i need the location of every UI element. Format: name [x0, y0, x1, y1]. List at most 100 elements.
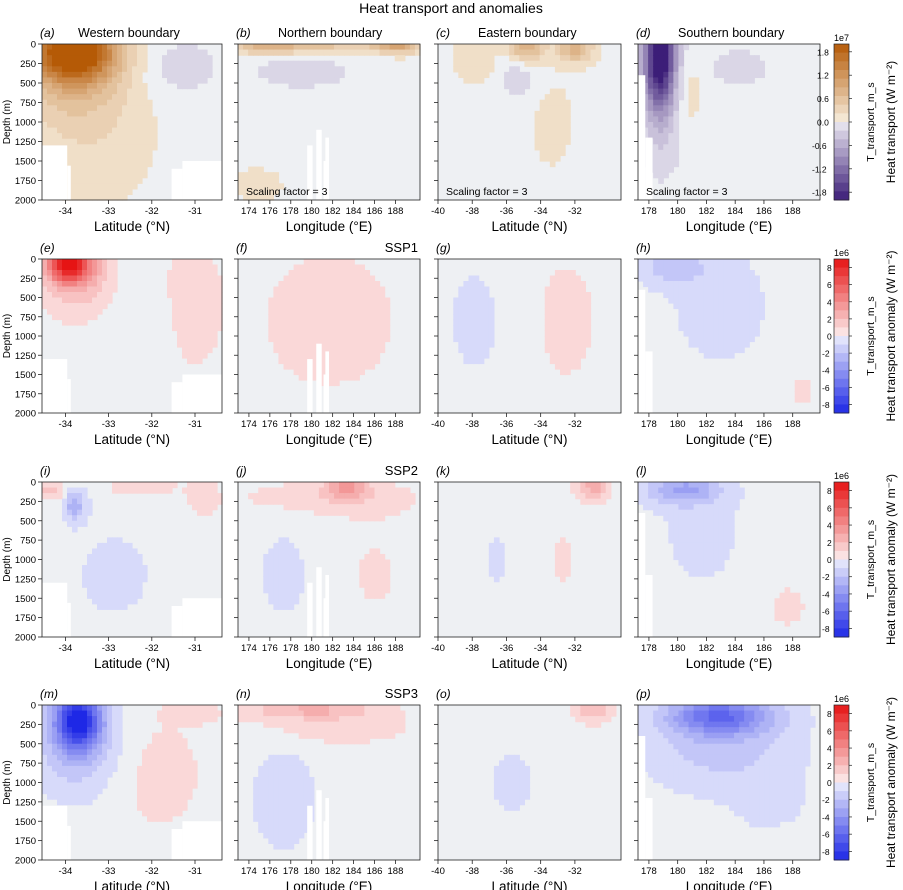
- heat-cell: [92, 155, 98, 162]
- heat-cell: [784, 609, 791, 616]
- heat-cell: [147, 105, 153, 112]
- panel-label: (m): [40, 687, 58, 701]
- heat-cell: [258, 821, 264, 828]
- heat-cell: [182, 341, 188, 348]
- heat-cell: [349, 369, 355, 376]
- heat-cell: [82, 60, 88, 67]
- heat-cell: [688, 570, 695, 577]
- heat-cell: [268, 565, 274, 572]
- heat-cell: [248, 166, 254, 173]
- heat-cell: [77, 275, 83, 282]
- heat-cell: [668, 149, 674, 157]
- heat-cell: [339, 44, 345, 51]
- heat-cell: [379, 705, 386, 712]
- heat-cell: [132, 44, 138, 51]
- heat-cell: [668, 127, 674, 134]
- heat-cell: [192, 275, 198, 282]
- heat-cell: [142, 122, 148, 129]
- heat-cell: [127, 487, 133, 494]
- heat-cell: [92, 548, 98, 555]
- heat-cell: [529, 60, 536, 67]
- heat-cell: [47, 297, 53, 304]
- heat-cell: [67, 66, 73, 73]
- heat-cell: [107, 297, 113, 304]
- heat-cell: [658, 99, 664, 106]
- heat-cell: [673, 286, 680, 293]
- heat-cell: [142, 144, 148, 151]
- heat-cell: [478, 314, 485, 321]
- heat-cell: [554, 138, 561, 145]
- heat-cell: [162, 487, 168, 494]
- heat-cell: [359, 732, 365, 739]
- heat-cell: [499, 771, 505, 778]
- heat-cell: [698, 270, 705, 277]
- heat-cell: [344, 374, 350, 381]
- heat-cell: [82, 308, 88, 315]
- colorbar-segment: [834, 156, 849, 166]
- heat-cell: [137, 559, 143, 566]
- heat-cell: [729, 286, 735, 293]
- heat-cell: [339, 482, 345, 489]
- heat-cell: [117, 716, 123, 723]
- heat-cell: [157, 815, 163, 822]
- heat-cell: [202, 275, 208, 282]
- heat-cell: [683, 526, 690, 533]
- heat-cell: [673, 275, 680, 282]
- heat-cell: [172, 760, 178, 767]
- heat-cell: [137, 788, 143, 795]
- heat-cell: [364, 553, 371, 561]
- land-mask: [307, 582, 313, 637]
- heat-cell: [268, 760, 274, 767]
- x-tick-label: -33: [102, 643, 116, 654]
- heat-cell: [87, 716, 93, 723]
- heat-cell: [137, 138, 143, 145]
- y-tick-label: 1000: [15, 555, 36, 566]
- heat-cell: [524, 782, 531, 789]
- heat-cell: [565, 116, 571, 123]
- heat-cell: [57, 133, 63, 140]
- heat-cell: [499, 782, 505, 789]
- heat-cell: [463, 55, 470, 62]
- heat-cell: [354, 721, 360, 728]
- heat-cell: [560, 44, 566, 51]
- heat-cell: [313, 482, 320, 489]
- heat-cell: [668, 83, 674, 90]
- heat-cell: [595, 44, 602, 51]
- heat-cell: [308, 44, 315, 51]
- heat-cell: [723, 71, 730, 79]
- heat-cell: [468, 60, 475, 67]
- heat-cell: [339, 71, 345, 79]
- heat-cell: [384, 336, 391, 343]
- x-tick-label: 176: [262, 866, 278, 877]
- heat-cell: [62, 727, 68, 734]
- heat-cell: [323, 710, 330, 717]
- heat-cell: [137, 60, 143, 67]
- heat-cell: [137, 172, 143, 179]
- heat-cell: [288, 603, 295, 610]
- heat-cell: [344, 498, 350, 505]
- heat-cell: [52, 133, 58, 140]
- heat-cell: [137, 587, 143, 594]
- x-axis-label: Longitude (°E): [686, 656, 772, 671]
- heat-cell: [313, 721, 320, 728]
- heat-cell: [117, 548, 123, 555]
- heat-cell: [62, 765, 68, 773]
- heat-cell: [359, 482, 365, 489]
- heat-cell: [349, 270, 355, 277]
- heat-cell: [288, 286, 295, 293]
- heat-cell: [207, 710, 213, 717]
- heat-cell: [374, 732, 381, 739]
- heat-cell: [683, 482, 690, 489]
- heat-cell: [734, 60, 740, 67]
- heat-cell: [197, 721, 203, 728]
- heat-cell: [112, 188, 118, 196]
- heat-cell: [453, 303, 459, 310]
- x-tick-label: -40: [431, 206, 445, 217]
- heat-cell: [369, 515, 376, 522]
- heat-cell: [519, 793, 526, 800]
- heat-cell: [107, 71, 113, 79]
- heat-cell: [653, 264, 659, 271]
- heat-cell: [117, 99, 123, 106]
- heat-cell: [534, 55, 541, 62]
- heat-cell: [268, 788, 274, 795]
